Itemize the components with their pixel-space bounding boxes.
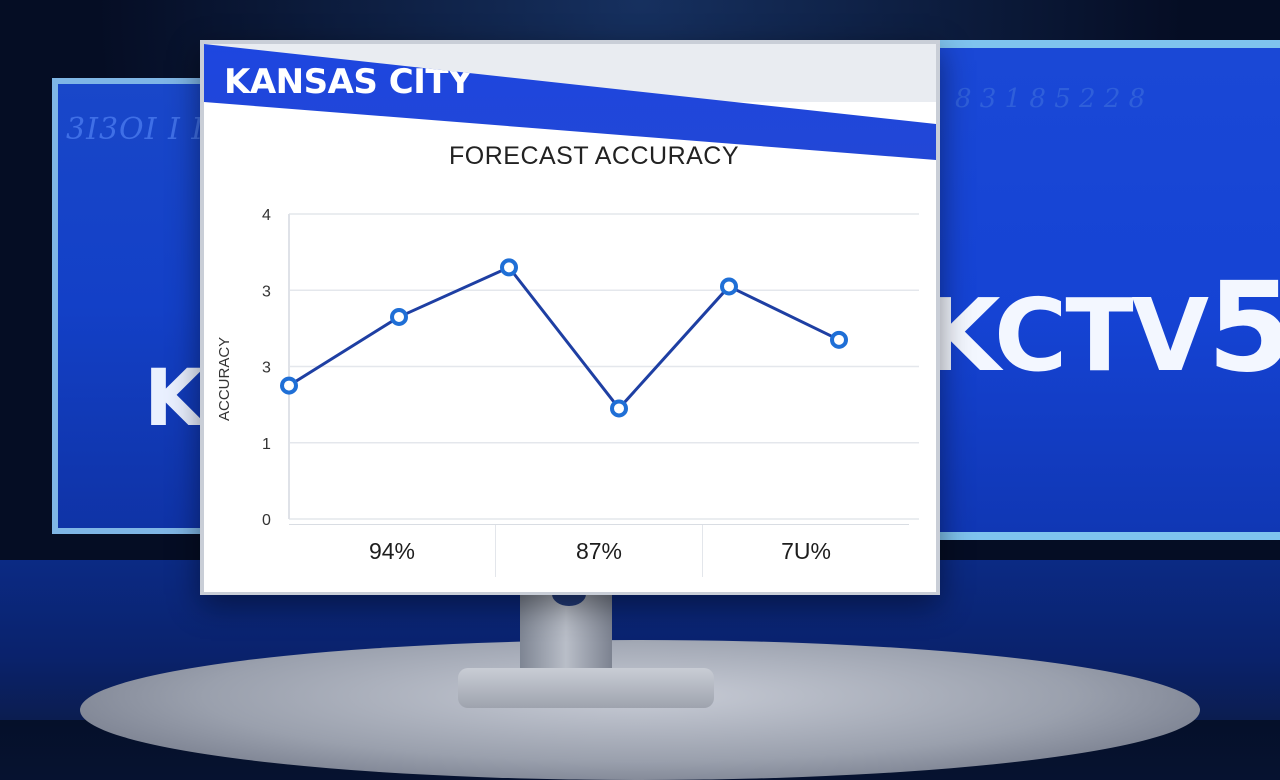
monitor-stand-base xyxy=(458,668,714,708)
y-tick-label: 3 xyxy=(262,283,271,300)
y-tick-label: 3 xyxy=(262,360,271,377)
data-point xyxy=(720,277,738,296)
data-point xyxy=(500,258,518,277)
station-logo-digit: 5 xyxy=(1207,256,1280,400)
y-tick-label: 1 xyxy=(262,436,271,453)
y-tick-label: 4 xyxy=(262,207,271,224)
left-wall-digits: 3I3OI I I xyxy=(66,112,205,147)
value-label: 7U% xyxy=(781,537,831,564)
station-logo-letters: KCTV xyxy=(923,277,1209,394)
value-label-row: 94% 87% 7U% xyxy=(289,524,909,577)
monitor: KANSAS CITY FORECAST ACCURACY ACCURACY 4… xyxy=(200,40,940,595)
data-point xyxy=(610,399,628,418)
value-label: 87% xyxy=(496,525,703,577)
data-point xyxy=(280,376,298,395)
floor-platform xyxy=(80,640,1200,780)
right-wall-faint-digits: 8 3 1 8 5 2 2 8 xyxy=(955,84,1146,114)
value-label: 94% xyxy=(289,525,496,577)
y-tick-label: 0 xyxy=(262,512,271,529)
left-video-wall: 3I3OI I I KC xyxy=(52,78,258,534)
y-tick-labels: 4 3 3 1 0 xyxy=(262,207,271,529)
data-points xyxy=(280,258,848,418)
line-chart: 4 3 3 1 0 xyxy=(262,207,919,529)
grid-lines xyxy=(288,213,919,520)
chart-title: FORECAST ACCURACY xyxy=(449,142,740,170)
series-line xyxy=(288,265,840,410)
station-logo: KCTV5 xyxy=(923,256,1280,400)
series-line-layer xyxy=(288,265,840,410)
data-point xyxy=(390,307,408,326)
data-point xyxy=(830,330,848,349)
right-video-wall: 8 3 1 8 5 2 2 8 KCTV5 xyxy=(905,40,1280,540)
